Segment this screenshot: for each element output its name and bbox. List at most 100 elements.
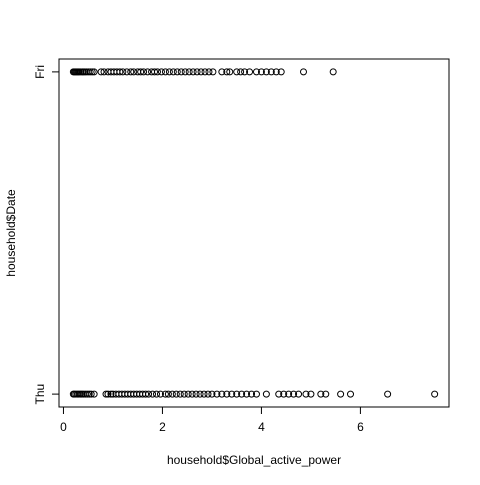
point bbox=[262, 390, 270, 398]
point bbox=[272, 68, 280, 76]
point bbox=[257, 68, 265, 76]
point bbox=[153, 68, 161, 76]
x-tick-label: 6 bbox=[357, 420, 364, 434]
point bbox=[238, 390, 246, 398]
y-tick-label: Fri bbox=[33, 65, 47, 79]
point bbox=[185, 68, 193, 76]
point bbox=[280, 390, 288, 398]
point bbox=[177, 68, 185, 76]
x-tick-label: 2 bbox=[159, 420, 166, 434]
point bbox=[299, 68, 307, 76]
point bbox=[157, 68, 165, 76]
x-tick-label: 0 bbox=[60, 420, 67, 434]
point bbox=[97, 68, 105, 76]
point bbox=[161, 390, 169, 398]
point bbox=[151, 68, 159, 76]
y-axis-label: household$Date bbox=[4, 189, 18, 277]
point bbox=[189, 68, 197, 76]
point bbox=[248, 390, 256, 398]
point bbox=[347, 390, 355, 398]
point bbox=[241, 68, 249, 76]
point bbox=[431, 390, 439, 398]
point bbox=[285, 390, 293, 398]
point bbox=[277, 68, 285, 76]
point bbox=[88, 68, 96, 76]
point bbox=[233, 390, 241, 398]
point bbox=[322, 390, 330, 398]
point bbox=[233, 68, 241, 76]
point bbox=[237, 68, 245, 76]
point bbox=[200, 390, 208, 398]
point bbox=[209, 68, 217, 76]
point bbox=[181, 68, 189, 76]
point bbox=[165, 68, 173, 76]
point bbox=[164, 390, 172, 398]
point bbox=[205, 68, 213, 76]
point bbox=[223, 68, 231, 76]
point bbox=[196, 390, 204, 398]
point bbox=[208, 390, 216, 398]
point bbox=[127, 68, 135, 76]
point bbox=[90, 390, 98, 398]
point bbox=[145, 390, 153, 398]
point bbox=[83, 390, 91, 398]
point bbox=[169, 68, 177, 76]
point bbox=[223, 390, 231, 398]
point bbox=[149, 390, 157, 398]
point bbox=[252, 390, 260, 398]
point bbox=[90, 68, 98, 76]
x-tick-label: 4 bbox=[258, 420, 265, 434]
point bbox=[184, 390, 192, 398]
point bbox=[142, 390, 150, 398]
point bbox=[192, 390, 200, 398]
point bbox=[337, 390, 345, 398]
point bbox=[204, 390, 212, 398]
point bbox=[295, 390, 303, 398]
point bbox=[307, 390, 315, 398]
point bbox=[329, 68, 337, 76]
point bbox=[144, 68, 152, 76]
point bbox=[86, 68, 94, 76]
point bbox=[107, 390, 115, 398]
point bbox=[137, 68, 145, 76]
plot-box bbox=[58, 58, 450, 408]
point bbox=[153, 390, 160, 398]
point bbox=[252, 68, 260, 76]
point bbox=[102, 390, 110, 398]
point bbox=[275, 390, 283, 398]
point bbox=[243, 390, 251, 398]
point bbox=[317, 390, 325, 398]
point bbox=[172, 390, 180, 398]
point bbox=[218, 390, 226, 398]
point bbox=[87, 390, 95, 398]
point bbox=[119, 68, 127, 76]
point bbox=[302, 390, 310, 398]
point bbox=[104, 390, 112, 398]
point bbox=[290, 390, 298, 398]
point bbox=[130, 68, 138, 76]
point bbox=[176, 390, 184, 398]
point bbox=[156, 390, 164, 398]
point bbox=[201, 68, 209, 76]
point bbox=[188, 390, 196, 398]
point bbox=[116, 68, 124, 76]
point bbox=[218, 68, 226, 76]
point bbox=[123, 68, 131, 76]
point bbox=[161, 68, 169, 76]
point bbox=[180, 390, 188, 398]
point bbox=[197, 68, 205, 76]
point bbox=[213, 390, 221, 398]
point bbox=[140, 68, 148, 76]
point bbox=[228, 390, 236, 398]
x-axis-label: household$Global_active_power bbox=[167, 453, 341, 467]
y-tick-label: Thu bbox=[33, 384, 47, 405]
point bbox=[246, 68, 254, 76]
point bbox=[100, 68, 108, 76]
point bbox=[267, 68, 275, 76]
point bbox=[85, 390, 93, 398]
point bbox=[384, 390, 392, 398]
point bbox=[226, 68, 234, 76]
point bbox=[262, 68, 270, 76]
point bbox=[193, 68, 201, 76]
